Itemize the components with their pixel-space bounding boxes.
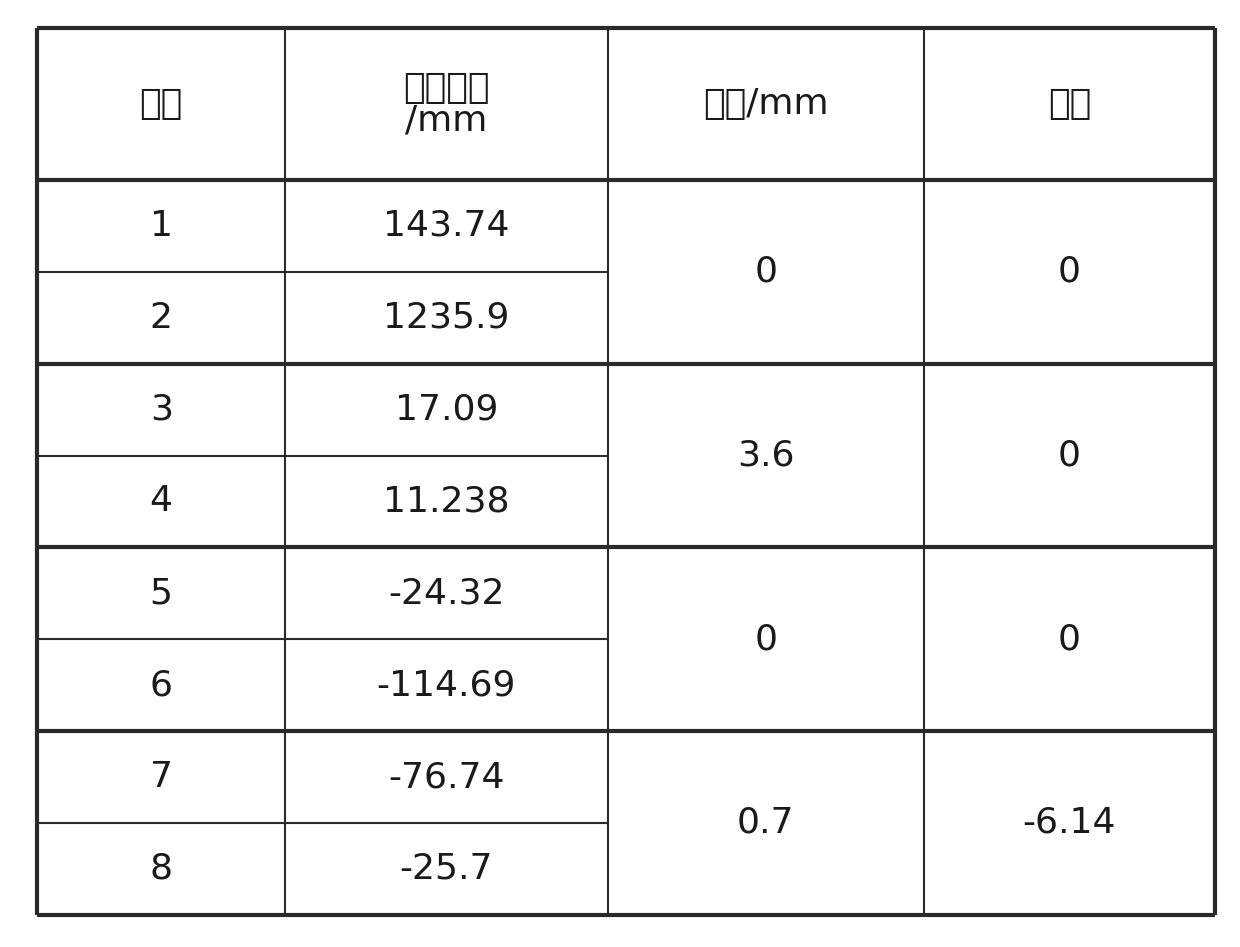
- Text: 0: 0: [754, 255, 777, 289]
- Text: 4: 4: [150, 485, 172, 518]
- Text: 1235.9: 1235.9: [383, 301, 510, 334]
- Text: 7: 7: [150, 760, 172, 794]
- Text: 1: 1: [150, 209, 172, 242]
- Text: -25.7: -25.7: [399, 852, 494, 885]
- Text: /mm: /mm: [405, 104, 487, 137]
- Text: -76.74: -76.74: [388, 760, 505, 794]
- Text: 5: 5: [150, 577, 172, 610]
- Text: -6.14: -6.14: [1023, 806, 1116, 840]
- Text: -24.32: -24.32: [388, 577, 505, 610]
- Text: 0.7: 0.7: [737, 806, 795, 840]
- Text: 8: 8: [150, 852, 172, 885]
- Text: 143.74: 143.74: [383, 209, 510, 242]
- Text: 0: 0: [754, 622, 777, 656]
- Text: 6: 6: [150, 669, 172, 702]
- Text: 17.09: 17.09: [394, 393, 498, 426]
- Text: 镜面: 镜面: [140, 87, 182, 121]
- Text: 偏心/mm: 偏心/mm: [703, 87, 828, 121]
- Text: 倾斜: 倾斜: [1048, 87, 1091, 121]
- Text: 11.238: 11.238: [383, 485, 510, 518]
- Text: 3.6: 3.6: [737, 438, 795, 473]
- Text: 0: 0: [1058, 255, 1081, 289]
- Text: 0: 0: [1058, 622, 1081, 656]
- Text: -114.69: -114.69: [377, 669, 516, 702]
- Text: 2: 2: [150, 301, 172, 334]
- Text: 0: 0: [1058, 438, 1081, 473]
- Text: 曲率半径: 曲率半径: [403, 71, 490, 104]
- Text: 3: 3: [150, 393, 172, 426]
